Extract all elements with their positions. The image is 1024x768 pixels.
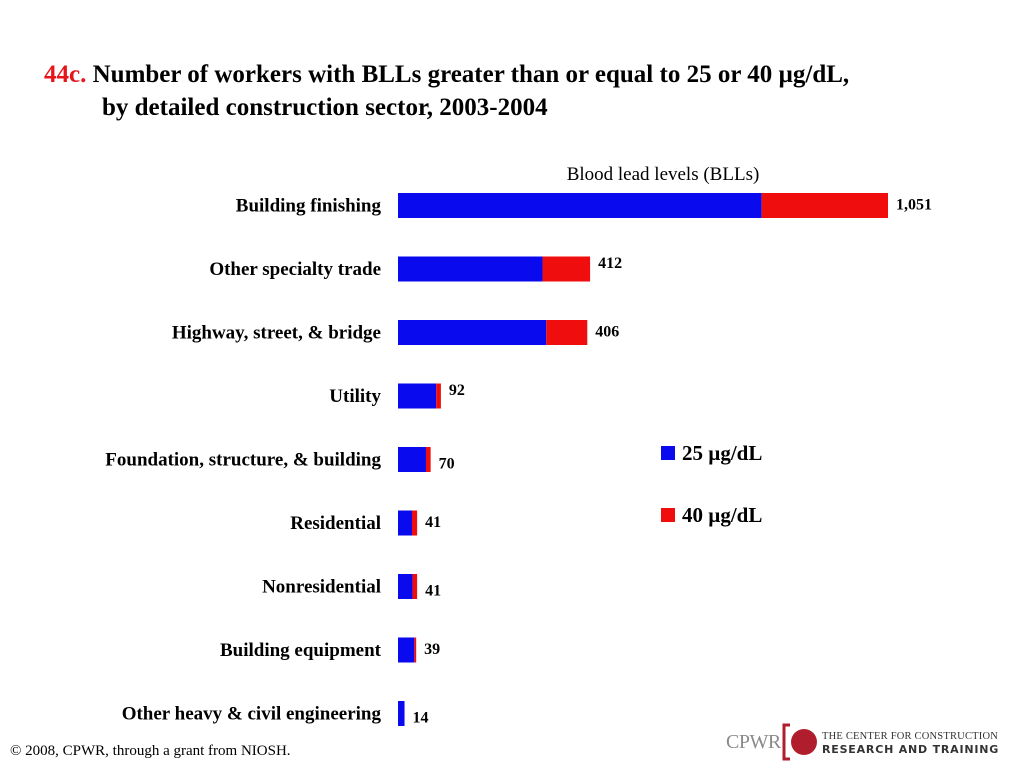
bar-segment-40: [414, 637, 417, 663]
bar-segment-40: [761, 193, 888, 218]
title-line-1: Number of workers with BLLs greater than…: [92, 61, 850, 88]
category-label: Residential: [290, 513, 381, 534]
total-data-label: 41: [425, 514, 441, 531]
bar-segment-40: [411, 510, 418, 536]
logo-mark-icon: [782, 723, 817, 761]
copyright-footer: © 2008, CPWR, through a grant from NIOSH…: [10, 743, 291, 759]
category-label: Utility: [329, 386, 381, 407]
legend-label: 25 µg/dL: [682, 441, 762, 465]
category-label: Building finishing: [236, 196, 382, 217]
logo-short-name: CPWR: [726, 731, 781, 753]
category-label: Other specialty trade: [209, 259, 381, 280]
total-data-label: 1,051: [896, 197, 932, 214]
chart-title: Blood lead levels (BLLs): [567, 164, 760, 185]
total-data-label: 39: [424, 641, 440, 658]
total-data-label: 70: [439, 456, 455, 473]
legend-swatch: [661, 446, 675, 460]
bar-segment-40: [436, 383, 441, 409]
bar-segment-25: [398, 637, 415, 663]
bar-segment-40: [542, 256, 591, 282]
bar-segment-25: [398, 193, 762, 218]
logo-org-line-2: RESEARCH AND TRAINING: [822, 743, 1000, 756]
bar-segment-40: [546, 320, 588, 345]
stacked-bar-chart: Blood lead levels (BLLs) Building finishi…: [105, 164, 932, 727]
bar-segment-25: [398, 320, 547, 345]
bar-segment-25: [398, 256, 543, 282]
total-data-label: 92: [449, 382, 465, 399]
figure-number: 44c.: [44, 61, 87, 88]
total-data-label: 41: [425, 583, 441, 600]
bar-segment-25: [398, 510, 412, 536]
category-label: Highway, street, & bridge: [172, 323, 381, 344]
category-label: Building equipment: [220, 640, 382, 661]
category-label: Nonresidential: [262, 577, 381, 598]
slide-title: 44c. Number of workers with BLLs greater…: [44, 58, 1004, 124]
logo-org-line-1: THE CENTER FOR CONSTRUCTION: [822, 731, 999, 742]
category-label: Other heavy & civil engineering: [122, 704, 382, 725]
bar-segment-40: [412, 574, 418, 599]
cpwr-logo: CPWR THE CENTER FOR CONSTRUCTION RESEARC…: [726, 722, 1011, 762]
bar-segment-40: [425, 447, 431, 472]
bar-segment-25: [398, 383, 437, 409]
total-data-label: 406: [595, 324, 619, 341]
bar-segment-25: [398, 447, 426, 472]
bar-segment-25: [398, 574, 413, 599]
total-data-label: 412: [598, 255, 622, 272]
legend-label: 40 µg/dL: [682, 503, 762, 527]
title-line-2: by detailed construction sector, 2003-20…: [102, 94, 548, 121]
legend-swatch: [661, 508, 675, 522]
category-label: Foundation, structure, & building: [105, 450, 381, 471]
bar-segment-25: [398, 701, 405, 726]
total-data-label: 14: [413, 710, 429, 727]
